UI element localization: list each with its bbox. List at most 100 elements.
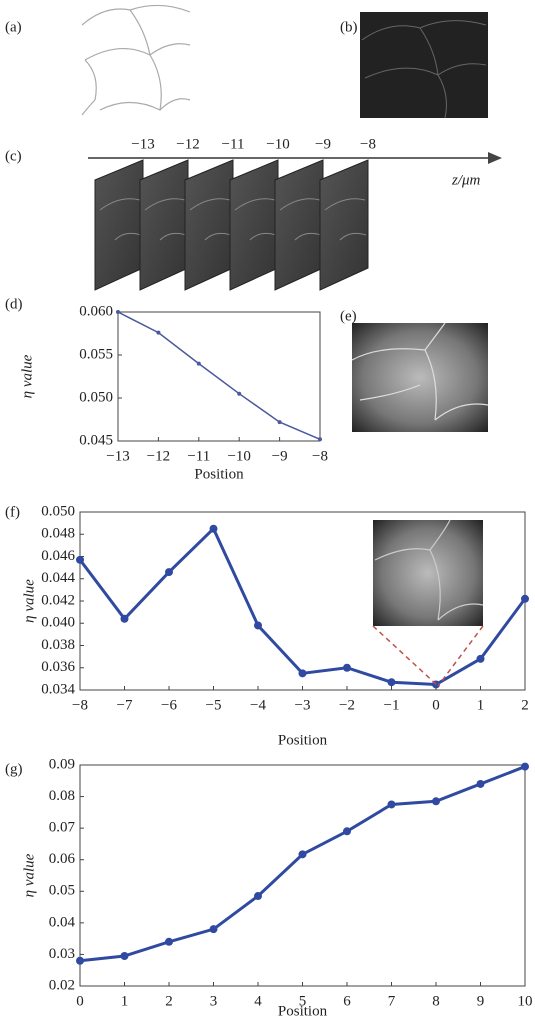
y-tick-label: 0.08 [49, 788, 75, 804]
point [209, 524, 218, 533]
y-tick-label: 0.02 [49, 977, 75, 993]
y-tick-label: 0.038 [41, 637, 75, 653]
x-tick-label: −8 [312, 448, 328, 464]
y-axis-label: η value [21, 853, 37, 897]
slice [229, 159, 279, 291]
x-axis-label: Position [278, 1003, 328, 1019]
x-tick-label: −6 [161, 697, 177, 713]
x-tick-label: −4 [250, 697, 266, 713]
y-tick-label: 0.044 [41, 570, 75, 586]
point [120, 614, 129, 623]
y-axis-label: η value [19, 354, 35, 398]
y-tick-label: 0.04 [49, 914, 76, 930]
stage-tick-label: −11 [222, 136, 245, 152]
point [277, 420, 282, 425]
x-tick-label: −12 [147, 448, 170, 464]
point [76, 956, 84, 965]
y-tick-label: 0.034 [41, 681, 75, 697]
y-tick-label: 0.036 [41, 659, 75, 675]
slice-line [279, 198, 322, 241]
slice-line [144, 198, 187, 241]
point [387, 800, 396, 809]
point [387, 678, 396, 687]
y-tick-label: 0.05 [49, 883, 75, 899]
y-tick-label: 0.09 [49, 756, 75, 772]
x-tick-label: 8 [432, 993, 440, 1009]
x-tick-label: −8 [72, 697, 88, 713]
point [318, 437, 322, 442]
point [521, 594, 529, 603]
y-tick-label: 0.045 [79, 432, 113, 448]
panel-label: (c) [5, 148, 22, 164]
point [476, 654, 485, 663]
point [116, 310, 120, 314]
point [254, 892, 262, 901]
panel-label: (f) [5, 504, 20, 520]
point [196, 361, 201, 366]
x-tick-label: −2 [339, 697, 355, 713]
point [298, 669, 307, 678]
slice-line [99, 198, 142, 241]
point [343, 663, 351, 672]
x-tick-label: −13 [106, 448, 129, 464]
image-a [81, 4, 191, 116]
slice [184, 159, 234, 291]
image-slices [94, 159, 369, 291]
y-tick-label: 0.050 [41, 503, 75, 519]
x-tick-label: 4 [254, 993, 262, 1009]
point [237, 391, 242, 396]
slice [94, 159, 144, 291]
x-tick-label: 2 [165, 993, 173, 1009]
x-tick-label: −9 [272, 448, 288, 464]
slice [139, 159, 189, 291]
panel-label: (d) [5, 296, 23, 312]
point [76, 555, 84, 564]
x-axis-label: Position [278, 732, 328, 748]
point [209, 925, 218, 934]
image-e [351, 322, 489, 432]
x-tick-label: 9 [477, 993, 485, 1009]
y-tick-label: 0.060 [79, 303, 113, 319]
point [156, 330, 161, 335]
point [476, 779, 485, 788]
x-tick-label: −10 [227, 448, 250, 464]
image-b [360, 12, 488, 119]
stage-axis [88, 152, 502, 164]
slice-line [324, 198, 367, 241]
x-tick-label: −7 [117, 697, 133, 713]
line [79, 765, 526, 963]
x-tick-label: −5 [206, 697, 222, 713]
point [521, 762, 529, 771]
stage-tick-label: −8 [360, 136, 376, 152]
x-tick-label: 1 [121, 993, 129, 1009]
slice-line [189, 198, 232, 241]
line [117, 311, 321, 440]
point [298, 850, 307, 859]
x-tick-label: 0 [432, 697, 440, 713]
panel-label: (b) [340, 19, 358, 35]
y-tick-label: 0.055 [79, 346, 113, 362]
y-tick-label: 0.03 [49, 946, 75, 962]
plot-frame [79, 764, 526, 987]
x-tick-label: 5 [299, 993, 307, 1009]
y-tick-label: 0.06 [49, 851, 76, 867]
x-tick-label: 2 [521, 697, 529, 713]
x-tick-label: 3 [210, 993, 218, 1009]
stage-tick-label: −12 [176, 136, 199, 152]
x-tick-label: −11 [187, 448, 210, 464]
point [254, 621, 262, 630]
slice [274, 159, 324, 291]
x-tick-label: 6 [343, 993, 351, 1009]
panel-label: (a) [5, 19, 22, 35]
point [165, 937, 173, 946]
plot-frame [117, 311, 321, 442]
x-tick-label: 10 [518, 993, 533, 1009]
x-tick-label: −1 [384, 697, 400, 713]
slice [319, 159, 369, 291]
x-tick-label: −3 [295, 697, 311, 713]
slice-line [234, 198, 277, 241]
stage-tick-label: −13 [131, 136, 154, 152]
x-tick-label: 7 [388, 993, 396, 1009]
stage-tick-label: −9 [315, 136, 331, 152]
